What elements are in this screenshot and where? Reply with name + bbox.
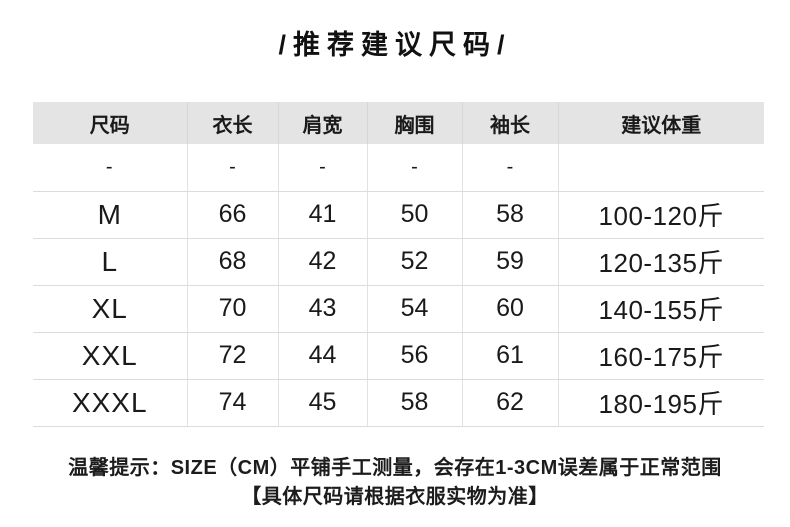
table-row: XXXL 74 45 58 62 180-195斤: [33, 379, 764, 427]
cell-sleeve-length: 59: [461, 238, 558, 286]
table-row: L 68 42 52 59 120-135斤: [33, 238, 764, 286]
cell-suggested-weight: 120-135斤: [557, 238, 764, 286]
size-table-body: - - - - - M 66 41 50 58 100-120斤 L 68 42…: [33, 144, 764, 427]
cell-sleeve-length: 61: [461, 332, 558, 380]
cell-suggested-weight: [557, 144, 764, 192]
cell-size-label: XL: [33, 285, 187, 333]
size-table-header: 尺码 衣长 肩宽 胸围 袖长 建议体重: [33, 102, 764, 144]
cell-garment-length: 66: [186, 191, 278, 239]
cell-garment-length: -: [186, 144, 278, 192]
table-row: XL 70 43 54 60 140-155斤: [33, 285, 764, 333]
cell-size-label: XXL: [33, 332, 187, 380]
page-title: /推荐建议尺码/: [278, 30, 512, 60]
table-row: M 66 41 50 58 100-120斤: [33, 191, 764, 239]
cell-chest: 58: [366, 379, 462, 427]
footer-note-line2: 【具体尺码请根据衣服实物为准】: [241, 485, 549, 508]
cell-chest: 56: [366, 332, 462, 380]
cell-suggested-weight: 180-195斤: [557, 379, 764, 427]
cell-sleeve-length: -: [461, 144, 558, 192]
header-cell-length: 衣长: [186, 102, 278, 144]
header-cell-sleeve: 袖长: [461, 102, 558, 144]
cell-suggested-weight: 140-155斤: [557, 285, 764, 333]
cell-suggested-weight: 160-175斤: [557, 332, 764, 380]
cell-size-label: M: [33, 191, 187, 239]
cell-size-label: XXXL: [33, 379, 187, 427]
cell-chest: 50: [366, 191, 462, 239]
cell-size-label: L: [33, 238, 187, 286]
header-cell-chest: 胸围: [366, 102, 462, 144]
cell-garment-length: 70: [186, 285, 278, 333]
table-row: XXL 72 44 56 61 160-175斤: [33, 332, 764, 380]
cell-garment-length: 74: [186, 379, 278, 427]
cell-garment-length: 72: [186, 332, 278, 380]
cell-size-label: -: [33, 144, 187, 192]
header-cell-shoulder: 肩宽: [277, 102, 367, 144]
footer-note-line1: 温馨提示：SIZE（CM）平铺手工测量，会存在1-3CM误差属于正常范围: [68, 456, 722, 479]
table-row: - - - - -: [33, 144, 764, 192]
cell-suggested-weight: 100-120斤: [557, 191, 764, 239]
cell-garment-length: 68: [186, 238, 278, 286]
cell-shoulder-width: 45: [277, 379, 367, 427]
cell-shoulder-width: 44: [277, 332, 367, 380]
cell-sleeve-length: 60: [461, 285, 558, 333]
header-cell-size: 尺码: [33, 102, 187, 144]
size-table: 尺码 衣长 肩宽 胸围 袖长 建议体重 - - - - - M 66 41 50…: [33, 102, 764, 427]
cell-chest: 52: [366, 238, 462, 286]
cell-shoulder-width: -: [277, 144, 367, 192]
cell-shoulder-width: 43: [277, 285, 367, 333]
cell-sleeve-length: 58: [461, 191, 558, 239]
cell-chest: -: [366, 144, 462, 192]
cell-chest: 54: [366, 285, 462, 333]
header-cell-weight: 建议体重: [557, 102, 764, 144]
footer-note: 温馨提示：SIZE（CM）平铺手工测量，会存在1-3CM误差属于正常范围 【具体…: [0, 454, 790, 512]
cell-shoulder-width: 41: [277, 191, 367, 239]
cell-sleeve-length: 62: [461, 379, 558, 427]
header-row: 尺码 衣长 肩宽 胸围 袖长 建议体重: [33, 102, 764, 144]
cell-shoulder-width: 42: [277, 238, 367, 286]
